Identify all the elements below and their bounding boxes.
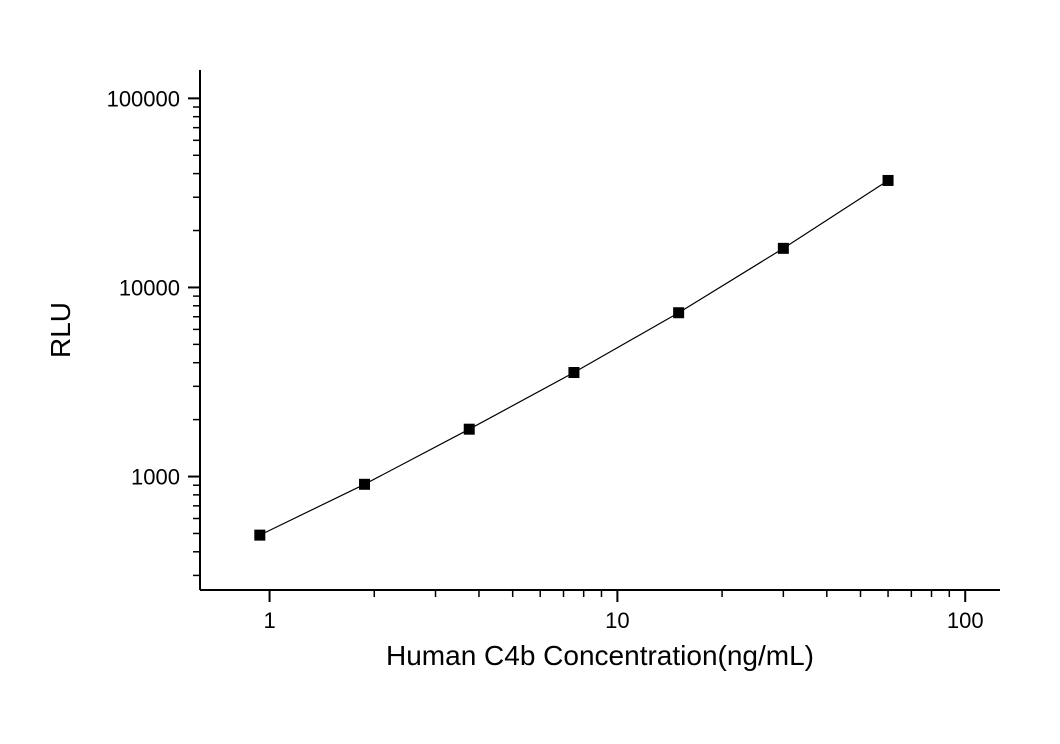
y-tick-label: 10000 <box>119 275 180 300</box>
chart-container: 1 10 100 1000 10000 100000 Human C4b Concentra… <box>0 0 1060 744</box>
data-marker <box>778 243 788 253</box>
loglog-chart: 1 10 100 1000 10000 100000 Human C4b Concentra… <box>0 0 1060 744</box>
data-marker <box>569 368 579 378</box>
data-marker <box>255 530 265 540</box>
y-tick-label: 1000 <box>131 465 180 490</box>
x-tick-label: 100 <box>947 608 984 633</box>
x-axis-label: Human C4b Concentration(ng/mL) <box>386 640 814 671</box>
series-line <box>260 180 888 535</box>
y-axis-label: RLU <box>45 302 76 358</box>
data-marker <box>464 424 474 434</box>
data-marker <box>883 175 893 185</box>
data-marker <box>674 308 684 318</box>
data-marker <box>360 479 370 489</box>
y-tick-label: 100000 <box>107 86 180 111</box>
x-tick-label: 10 <box>605 608 629 633</box>
x-tick-label: 1 <box>263 608 275 633</box>
